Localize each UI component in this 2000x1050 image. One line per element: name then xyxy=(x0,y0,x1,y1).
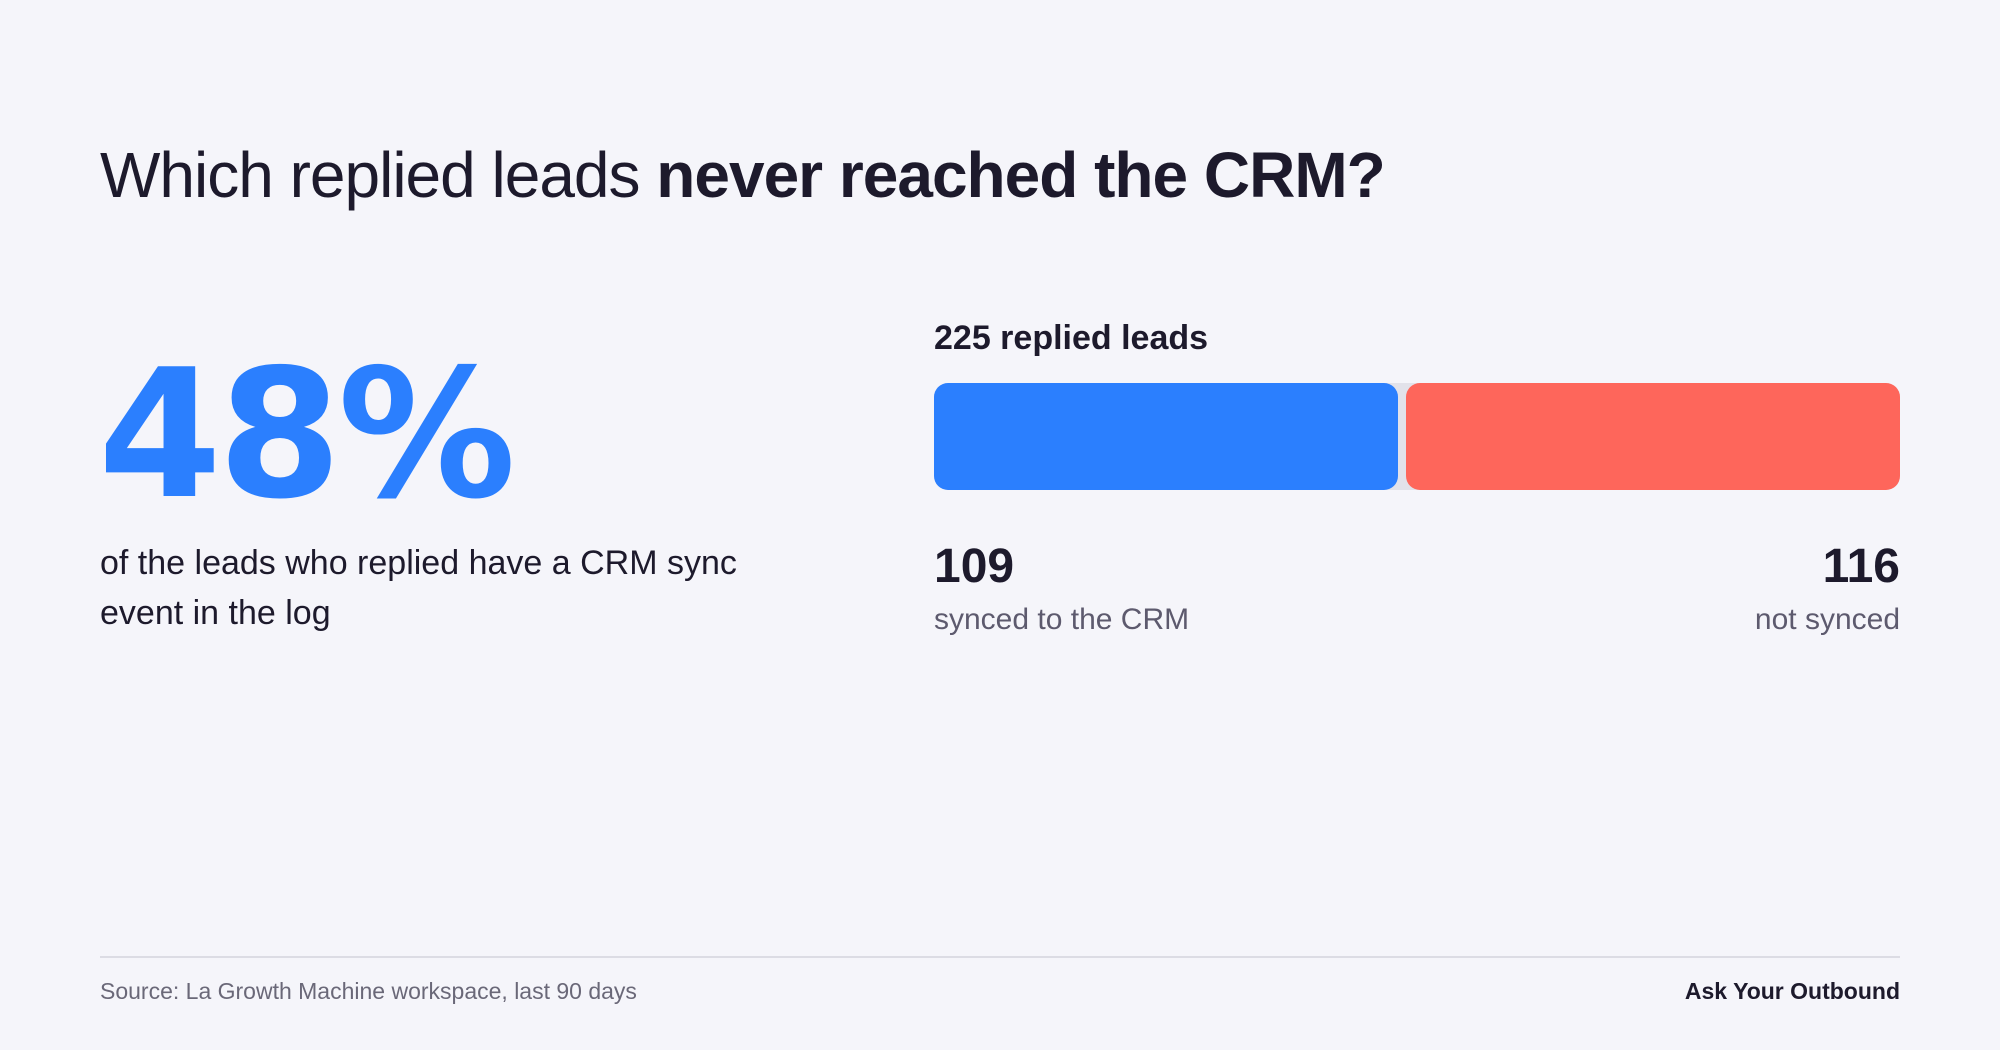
bar-segment-not-synced xyxy=(1406,383,1900,490)
category-label-synced: synced to the CRM xyxy=(934,603,1190,636)
footer-divider xyxy=(100,956,1900,958)
source-note: Source: La Growth Machine workspace, las… xyxy=(100,978,637,1004)
value-label-not-synced: 116 xyxy=(1822,540,1900,593)
headline-description: of the leads who replied have a CRM sync… xyxy=(100,544,737,632)
value-label-synced: 109 xyxy=(934,540,1015,593)
chart-title: 225 replied leads xyxy=(934,319,1209,357)
category-label-not-synced: not synced xyxy=(1754,603,1900,636)
title-regular-part: Which replied leads xyxy=(100,138,657,211)
page-title: Which replied leads never reached the CR… xyxy=(100,135,1386,215)
brand-name: Ask Your Outbound xyxy=(1684,978,1900,1004)
title-bold-part: never reached the CRM? xyxy=(656,138,1385,211)
bar-segment-synced xyxy=(934,383,1399,490)
stacked-bar xyxy=(934,383,1900,490)
headline-percent: 48% xyxy=(98,331,516,538)
